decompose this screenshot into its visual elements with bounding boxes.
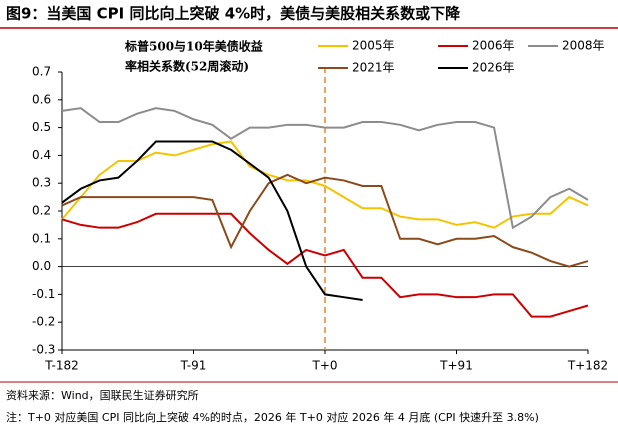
source: 资料来源：Wind，国联民生证券研究所 — [6, 388, 199, 402]
legend-label: 2008年 — [562, 39, 605, 53]
legend-label: 2005年 — [352, 39, 395, 53]
note: 率相关系数(52周滚动) — [125, 59, 249, 74]
series-line — [61, 107, 589, 230]
series-line — [61, 173, 589, 268]
y-tick-label: -0.2 — [32, 315, 55, 329]
x-tick-label: T+91 — [439, 359, 473, 373]
legend-label: 2006年 — [472, 39, 515, 53]
y-tick-label: -0.3 — [32, 343, 55, 357]
y-tick-label: 0.7 — [32, 65, 51, 79]
legend-label: 2021年 — [352, 61, 395, 75]
x-tick-label: T+0 — [311, 359, 337, 373]
y-tick-label: 0.6 — [32, 92, 51, 106]
legend-label: 2026年 — [472, 61, 515, 75]
y-tick-label: 0.1 — [32, 231, 51, 245]
footnote: 注：T+0 对应美国 CPI 同比向上突破 4%的时点，2026 年 T+0 对… — [6, 410, 539, 424]
series-line — [61, 212, 589, 318]
x-tick-label: T-91 — [180, 359, 207, 373]
note: 标普500与10年美债收益 — [124, 39, 263, 54]
chart-title: 图9：当美国 CPI 同比向上突破 4%时，美债与美股相关系数或下降 — [6, 5, 461, 23]
x-tick-label: T-182 — [44, 359, 78, 373]
y-tick-label: 0.0 — [32, 259, 51, 273]
series-line — [61, 140, 589, 229]
x-tick-label: T+182 — [567, 359, 608, 373]
y-tick-label: 0.5 — [32, 120, 51, 134]
y-tick-label: -0.1 — [32, 287, 55, 301]
series-line — [61, 140, 363, 301]
y-tick-label: 0.4 — [32, 148, 51, 162]
y-tick-label: 0.3 — [32, 176, 51, 190]
y-tick-label: 0.2 — [32, 204, 51, 218]
